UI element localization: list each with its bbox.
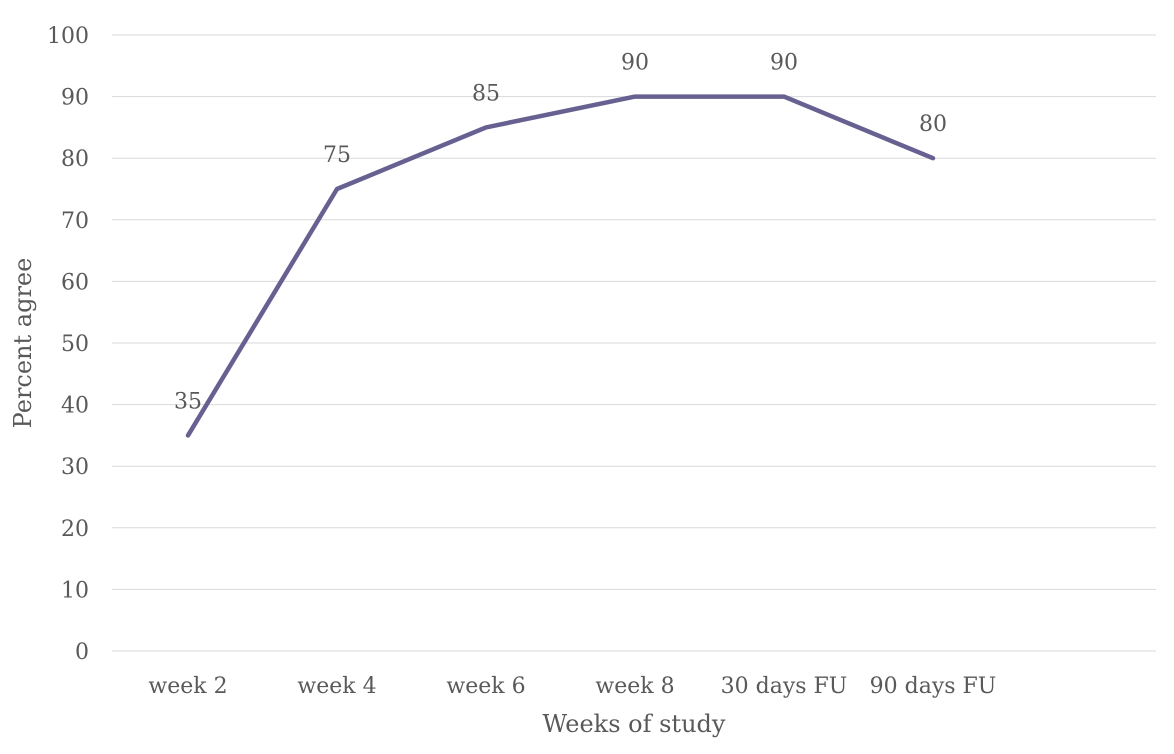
y-tick-label: 10	[61, 578, 89, 603]
data-label: 75	[323, 143, 351, 168]
y-tick-label: 60	[61, 270, 89, 295]
series-line	[188, 97, 933, 436]
data-label: 85	[472, 81, 500, 106]
data-label: 35	[174, 389, 202, 414]
y-tick-label: 80	[61, 147, 89, 172]
y-tick-label: 90	[61, 86, 89, 111]
x-tick-label: 90 days FU	[870, 674, 997, 699]
x-tick-label: week 8	[595, 674, 674, 699]
x-axis-title: Weeks of study	[543, 710, 726, 738]
x-axis-ticks: week 2 week 4 week 6 week 8 30 days FU 90 day…	[148, 674, 996, 699]
data-labels: 35 75 85 90 90 80	[174, 51, 947, 415]
y-tick-label: 30	[61, 455, 89, 480]
y-axis-ticks: 0 10 20 30 40 50 60 70 80 90 100	[47, 24, 89, 665]
y-tick-label: 100	[47, 24, 89, 49]
data-label: 80	[919, 112, 947, 137]
data-label: 90	[770, 51, 798, 76]
x-tick-label: week 4	[297, 674, 376, 699]
x-tick-label: week 2	[148, 674, 227, 699]
y-tick-label: 20	[61, 517, 89, 542]
y-axis-title: Percent agree	[9, 258, 37, 429]
x-tick-label: week 6	[446, 674, 525, 699]
gridlines	[112, 35, 1156, 651]
series	[188, 97, 933, 436]
data-label: 90	[621, 51, 649, 76]
y-tick-label: 70	[61, 209, 89, 234]
y-tick-label: 40	[61, 394, 89, 419]
y-tick-label: 0	[75, 640, 89, 665]
x-tick-label: 30 days FU	[721, 674, 848, 699]
y-tick-label: 50	[61, 332, 89, 357]
